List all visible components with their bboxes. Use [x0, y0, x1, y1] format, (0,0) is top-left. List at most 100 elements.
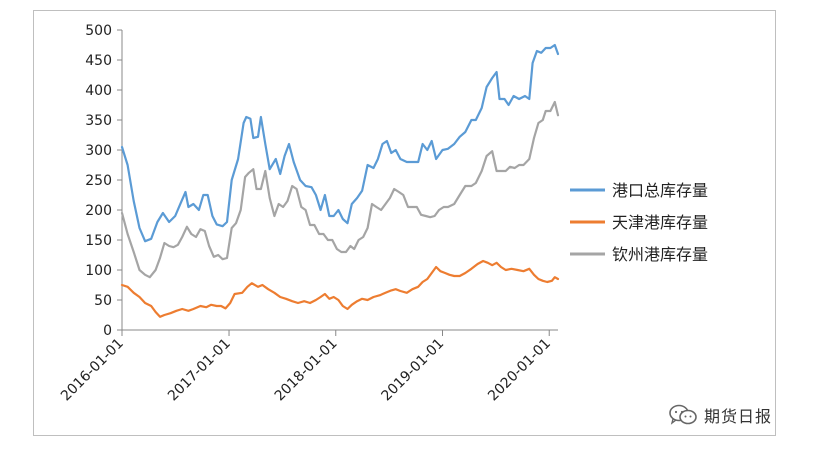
data-point — [557, 114, 559, 116]
data-point — [542, 280, 544, 282]
data-point — [491, 264, 493, 266]
y-tick-label: 200 — [85, 203, 112, 219]
legend-label: 天津港库存量 — [612, 213, 708, 232]
data-point — [273, 215, 275, 217]
data-point — [448, 274, 451, 276]
data-point — [275, 158, 277, 160]
data-point — [537, 278, 540, 280]
data-point — [285, 298, 287, 300]
data-point — [255, 188, 258, 190]
data-point — [351, 304, 353, 306]
data-point — [540, 52, 542, 54]
data-point — [342, 305, 344, 307]
x-tick-label: 2016-01-01 — [58, 336, 127, 405]
data-point — [202, 194, 204, 196]
data-point — [269, 197, 271, 199]
data-point — [273, 292, 275, 294]
data-point — [398, 191, 400, 193]
data-point — [447, 148, 449, 150]
data-point — [192, 308, 194, 310]
data-point — [336, 248, 338, 250]
data-point — [426, 278, 428, 280]
data-point — [303, 300, 305, 302]
data-point — [554, 276, 556, 278]
y-tick-label: 100 — [85, 263, 112, 279]
data-point — [417, 286, 419, 288]
data-point — [518, 98, 520, 100]
data-point — [138, 269, 141, 271]
data-point — [371, 203, 373, 205]
data-point — [159, 257, 161, 259]
data-point — [545, 47, 547, 49]
data-point — [417, 161, 419, 163]
data-point — [186, 226, 188, 228]
data-point — [121, 212, 123, 214]
data-point — [149, 276, 151, 278]
data-point — [522, 164, 525, 166]
data-point — [533, 137, 535, 139]
legend-label: 港口总库存量 — [612, 181, 708, 200]
data-point — [163, 314, 165, 316]
data-point — [252, 137, 254, 139]
data-point — [296, 188, 298, 190]
data-point — [362, 236, 364, 238]
data-point — [231, 227, 233, 229]
data-point — [252, 168, 254, 170]
data-point — [367, 227, 369, 229]
data-point — [315, 194, 317, 196]
data-point — [251, 282, 253, 284]
data-point — [536, 50, 538, 52]
data-point — [438, 209, 440, 211]
data-point — [358, 239, 360, 241]
data-point — [248, 172, 250, 174]
y-tick-label: 500 — [85, 23, 112, 39]
data-point — [291, 185, 293, 187]
data-point — [245, 116, 247, 118]
data-point — [257, 286, 259, 288]
data-point — [444, 272, 446, 274]
data-point — [162, 212, 164, 214]
data-point — [420, 214, 422, 216]
data-point — [293, 161, 295, 163]
data-point — [510, 268, 513, 270]
data-point — [356, 300, 358, 302]
data-point — [286, 200, 289, 202]
data-point — [150, 305, 152, 307]
data-point — [257, 136, 259, 138]
data-point — [486, 86, 488, 88]
data-point — [291, 300, 293, 302]
data-point — [443, 206, 445, 208]
data-point — [346, 222, 349, 224]
axes: 0 50 100 150 200 250 300 350 400 450 500 2016-01-01… — [58, 23, 558, 404]
data-point — [156, 221, 158, 223]
data-point — [282, 206, 284, 208]
data-point — [522, 270, 525, 272]
data-point — [372, 296, 375, 298]
data-point — [481, 107, 483, 109]
data-point — [524, 95, 526, 97]
data-point — [318, 233, 320, 235]
data-point — [453, 275, 455, 277]
data-point — [500, 266, 502, 268]
data-point — [380, 209, 382, 211]
data-point — [459, 194, 461, 196]
data-point — [390, 289, 392, 291]
data-point — [133, 200, 135, 202]
data-point — [211, 215, 213, 217]
data-point — [447, 206, 449, 208]
data-point — [406, 292, 408, 294]
data-point — [464, 272, 466, 274]
data-point — [518, 164, 520, 166]
data-point — [514, 167, 516, 169]
data-point — [333, 296, 335, 298]
data-point — [328, 215, 330, 217]
data-point — [399, 290, 401, 292]
data-point — [542, 119, 544, 121]
data-point — [190, 233, 192, 235]
data-point — [121, 284, 123, 286]
data-point — [169, 312, 172, 314]
data-point — [315, 299, 317, 301]
data-point — [159, 316, 161, 318]
wechat-icon — [669, 404, 697, 425]
